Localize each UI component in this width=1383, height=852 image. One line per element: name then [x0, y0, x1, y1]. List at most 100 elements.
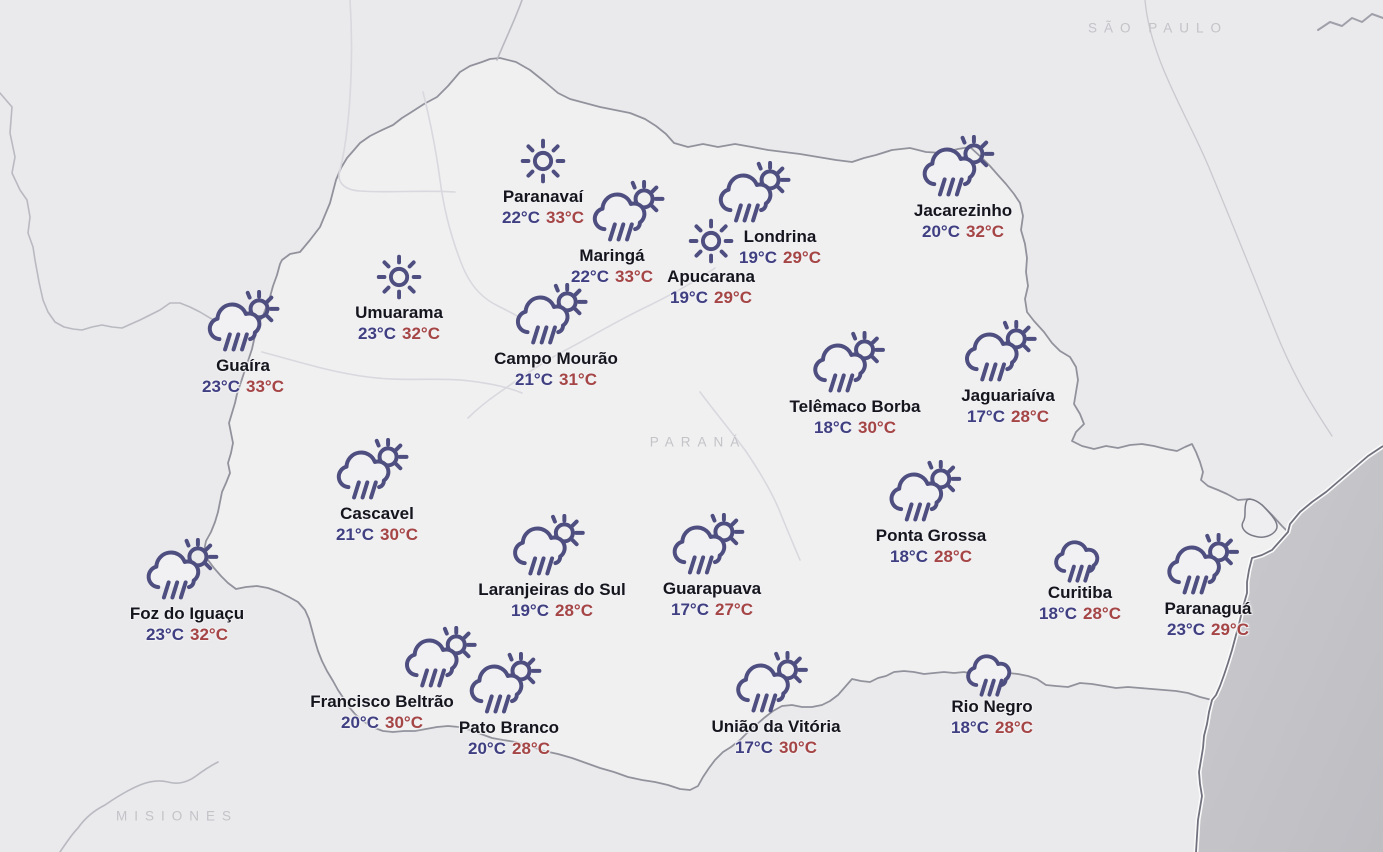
max-temp: 30°C — [857, 418, 896, 437]
city-temps: 18°C 28°C — [951, 717, 1033, 738]
city-temps: 22°C 33°C — [502, 207, 584, 228]
rain-sun-icon — [508, 514, 588, 582]
min-temp: 19°C — [511, 601, 549, 620]
region-label: MISIONES — [115, 808, 239, 824]
city-marker[interactable]: Guarapuava 17°C 27°C — [663, 579, 761, 620]
rain-icon — [964, 643, 1020, 699]
city-marker[interactable]: Jacarezinho 20°C 32°C — [914, 201, 1012, 242]
rain-sun-icon — [465, 652, 545, 720]
rain-sun-icon — [332, 438, 412, 506]
max-temp: 29°C — [714, 288, 752, 307]
city-temps: 21°C 31°C — [515, 369, 597, 390]
city-name: Maringá — [579, 246, 645, 265]
city-marker[interactable]: Laranjeiras do Sul 19°C 28°C — [478, 580, 626, 621]
city-marker[interactable]: Maringá 22°C 33°C — [571, 246, 653, 287]
city-name: Francisco Beltrão — [310, 692, 454, 711]
min-temp: 21°C — [515, 370, 553, 389]
city-temps: 23°C 32°C — [358, 323, 440, 344]
city-temps: 21°C 30°C — [336, 524, 418, 545]
river-lines — [261, 0, 801, 561]
city-marker[interactable]: União da Vitória 17°C 30°C — [711, 717, 841, 758]
city-marker[interactable]: Rio Negro 18°C 28°C — [951, 697, 1033, 738]
city-name: União da Vitória — [711, 717, 841, 736]
city-temps: 20°C 30°C — [341, 712, 423, 733]
ocean — [1196, 446, 1383, 852]
rain-sun-icon — [511, 283, 591, 351]
max-temp: 28°C — [1083, 604, 1121, 623]
min-temp: 22°C — [571, 267, 609, 286]
max-temp: 32°C — [190, 625, 228, 644]
rain-sun-icon — [588, 180, 668, 248]
city-temps: 18°C 28°C — [1039, 603, 1121, 624]
max-temp: 30°C — [380, 525, 418, 544]
city-name: Foz do Iguaçu — [129, 604, 245, 623]
region-label: PARANÁ — [649, 434, 747, 450]
city-name: Paranavaí — [502, 187, 584, 206]
city-temps: 18°C 30°C — [814, 417, 896, 438]
city-name: Cascavel — [340, 504, 414, 523]
city-marker[interactable]: Foz do Iguaçu 23°C 32°C — [130, 604, 244, 645]
city-marker[interactable]: Telêmaco Borba 18°C 30°C — [789, 397, 921, 438]
sun-icon — [517, 135, 569, 187]
max-temp: 33°C — [615, 267, 653, 286]
min-temp: 21°C — [336, 525, 374, 544]
city-name: Jaguariaíva — [961, 386, 1055, 405]
rain-sun-icon — [731, 651, 811, 719]
min-temp: 18°C — [890, 547, 928, 566]
max-temp: 28°C — [995, 718, 1033, 737]
max-temp: 33°C — [246, 377, 284, 396]
region-label: SÃO PAULO — [1087, 20, 1229, 36]
city-name: Telêmaco Borba — [789, 397, 921, 416]
max-temp: 28°C — [511, 739, 550, 758]
max-temp: 28°C — [933, 547, 972, 566]
max-temp: 30°C — [384, 713, 423, 732]
city-marker[interactable]: Francisco Beltrão 20°C 30°C — [310, 692, 454, 733]
city-name: Guarapuava — [662, 579, 762, 598]
rain-icon — [1052, 529, 1108, 585]
max-temp: 33°C — [546, 208, 584, 227]
max-temp: 29°C — [783, 248, 821, 267]
city-marker[interactable]: Jaguariaíva 17°C 28°C — [961, 386, 1055, 427]
max-temp: 32°C — [965, 222, 1004, 241]
min-temp: 23°C — [146, 625, 184, 644]
min-temp: 17°C — [967, 407, 1005, 426]
city-marker[interactable]: Ponta Grossa 18°C 28°C — [875, 526, 987, 567]
city-marker[interactable]: Apucarana 19°C 29°C — [667, 267, 755, 308]
max-temp: 28°C — [1011, 407, 1049, 426]
rain-sun-icon — [918, 135, 998, 203]
max-temp: 32°C — [402, 324, 440, 343]
city-temps: 22°C 33°C — [571, 266, 653, 287]
city-marker[interactable]: Paranavaí 22°C 33°C — [502, 187, 584, 228]
city-name: Umuarama — [355, 303, 443, 322]
min-temp: 22°C — [502, 208, 540, 227]
rain-sun-icon — [960, 320, 1040, 388]
city-marker[interactable]: Paranaguá 23°C 29°C — [1165, 599, 1251, 640]
city-marker[interactable]: Umuarama 23°C 32°C — [355, 303, 443, 344]
city-name: Ponta Grossa — [875, 526, 987, 545]
city-marker[interactable]: Guaíra 23°C 33°C — [202, 356, 284, 397]
min-temp: 18°C — [951, 718, 989, 737]
city-name: Apucarana — [667, 267, 755, 286]
min-temp: 23°C — [202, 377, 240, 396]
city-marker[interactable]: Curitiba 18°C 28°C — [1039, 583, 1121, 624]
max-temp: 28°C — [554, 601, 593, 620]
rain-sun-icon — [808, 331, 888, 399]
city-temps: 19°C 29°C — [670, 287, 752, 308]
bay-islet — [1241, 498, 1278, 538]
rain-sun-icon — [885, 460, 965, 528]
city-temps: 23°C 29°C — [1167, 619, 1249, 640]
city-temps: 19°C 29°C — [739, 247, 821, 268]
city-name: Jacarezinho — [913, 201, 1013, 220]
city-name: Guaíra — [216, 356, 270, 375]
city-temps: 17°C 30°C — [735, 737, 817, 758]
city-marker[interactable]: Londrina 19°C 29°C — [739, 227, 821, 268]
city-marker[interactable]: Cascavel 21°C 30°C — [336, 504, 418, 545]
rain-sun-icon — [1163, 533, 1243, 601]
city-temps: 17°C 28°C — [967, 406, 1049, 427]
city-marker[interactable]: Campo Mourão 21°C 31°C — [494, 349, 618, 390]
max-temp: 30°C — [778, 738, 817, 757]
city-temps: 20°C 32°C — [922, 221, 1004, 242]
city-marker[interactable]: Pato Branco 20°C 28°C — [459, 718, 559, 759]
min-temp: 18°C — [1039, 604, 1077, 623]
